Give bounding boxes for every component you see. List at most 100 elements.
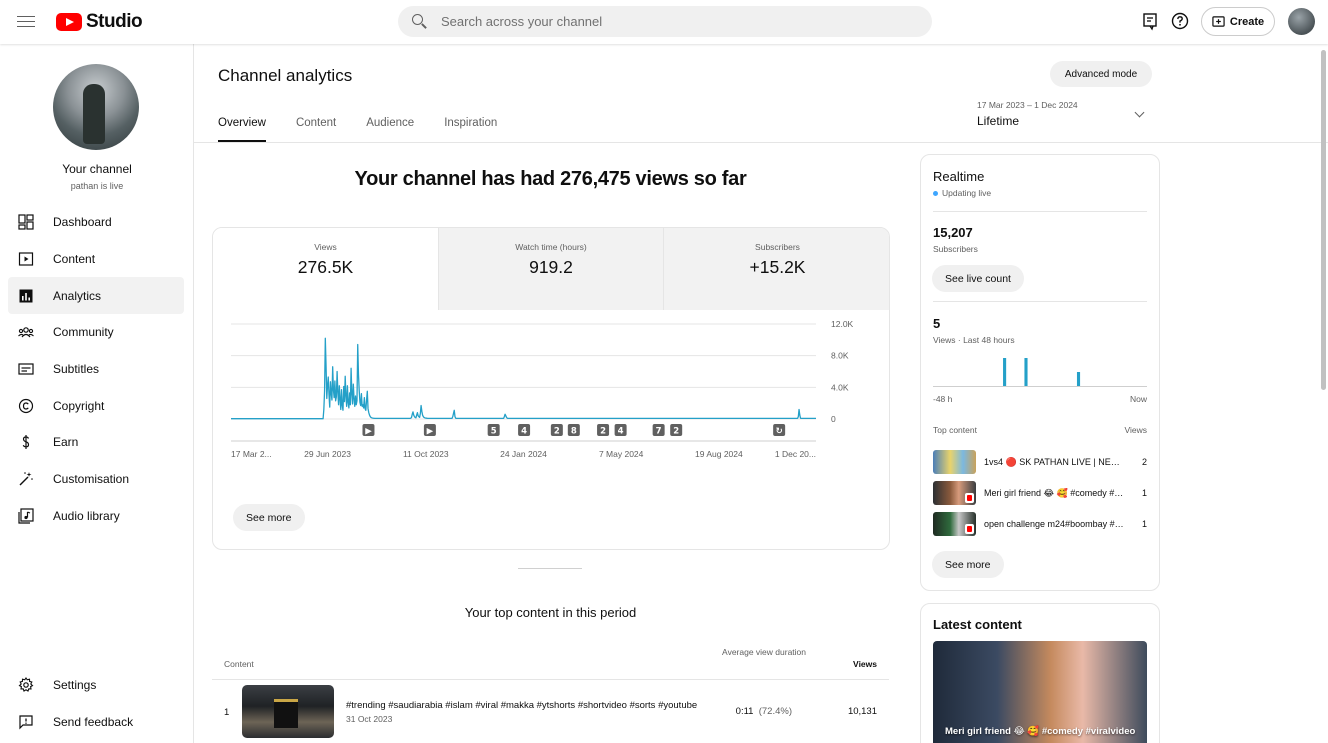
chart-event-marker[interactable]: 2	[550, 424, 563, 437]
account-avatar[interactable]	[1288, 8, 1315, 35]
table-row[interactable]: 1 #trending #saudiarabia #islam #viral #…	[212, 680, 889, 742]
search-icon[interactable]	[412, 14, 427, 29]
marker-label: 4	[618, 427, 624, 437]
marker-label: ▶	[365, 427, 372, 437]
column-header-avd[interactable]: Average view duration	[722, 647, 806, 657]
sidebar-item-customisation[interactable]: Customisation	[8, 461, 184, 498]
analytics-tabs: Overview Content Audience Inspiration	[218, 108, 527, 142]
sidebar-item-label: Copyright	[53, 398, 105, 413]
sidebar-item-analytics[interactable]: Analytics	[8, 277, 184, 315]
latest-content-title: Latest content	[933, 617, 1022, 632]
realtime-bar[interactable]	[1024, 358, 1028, 386]
search-input[interactable]	[441, 14, 901, 29]
see-live-count-button[interactable]: See live count	[932, 265, 1024, 292]
date-range-text: 17 Mar 2023 – 1 Dec 2024	[977, 100, 1078, 110]
sidebar-item-dashboard[interactable]: Dashboard	[8, 204, 184, 241]
chart-event-marker[interactable]: 8	[567, 424, 580, 437]
tab-inspiration[interactable]: Inspiration	[444, 117, 498, 129]
sidebar-item-subtitles[interactable]: Subtitles	[8, 351, 184, 388]
logo-text: Studio	[86, 11, 143, 32]
chart-event-marker[interactable]: ↻	[773, 424, 786, 437]
chart-event-marker[interactable]: ▶	[423, 424, 436, 437]
realtime-bar[interactable]	[1003, 358, 1007, 386]
marker-label: 2	[673, 427, 679, 437]
sidebar-item-label: Audio library	[53, 508, 120, 523]
chart-event-marker[interactable]: 7	[652, 424, 665, 437]
metric-subscribers[interactable]: Subscribers +15.2K	[664, 228, 889, 310]
tab-overview[interactable]: Overview	[218, 108, 266, 142]
sidebar-nav: Dashboard Content Analytics Community Su…	[8, 204, 184, 534]
chart-event-marker[interactable]: 4	[518, 424, 531, 437]
sidebar-item-send-feedback[interactable]: Send feedback	[8, 704, 184, 741]
help-icon[interactable]	[1170, 11, 1190, 31]
tab-content[interactable]: Content	[295, 117, 337, 129]
tab-audience[interactable]: Audience	[366, 117, 415, 129]
video-views: 1	[1141, 519, 1147, 529]
video-title[interactable]: #trending #saudiarabia #islam #viral #ma…	[346, 700, 698, 711]
metric-views[interactable]: Views 276.5K	[213, 228, 439, 310]
create-button[interactable]: Create	[1201, 7, 1275, 36]
video-title: 1vs4 🔴 SK PATHAN LIVE | NEW UPDATE	[984, 457, 1124, 467]
sidebar: Your channel pathan is live Dashboard Co…	[0, 44, 194, 743]
create-label: Create	[1229, 15, 1265, 28]
date-range-picker[interactable]: 17 Mar 2023 – 1 Dec 2024 Lifetime	[977, 100, 1149, 130]
x-tick-label: 24 Jan 2024	[500, 449, 547, 459]
messages-icon[interactable]	[1140, 11, 1160, 31]
studio-logo[interactable]: Studio	[56, 11, 143, 33]
menu-icon[interactable]	[16, 12, 36, 32]
channel-subtitle: pathan is live	[70, 181, 124, 191]
chart-event-marker[interactable]: 5	[487, 424, 500, 437]
realtime-content-item[interactable]: open challenge m24#boombay #viral 1	[933, 512, 1147, 536]
sidebar-item-label: Send feedback	[53, 715, 134, 730]
shorts-icon	[965, 524, 974, 534]
content-icon	[18, 252, 34, 266]
video-thumbnail[interactable]	[242, 685, 334, 738]
y-tick-label: 8.0K	[831, 351, 849, 361]
realtime-bar-chart	[933, 358, 1147, 387]
advanced-mode-button[interactable]: Advanced mode	[1050, 61, 1152, 87]
marker-box	[518, 424, 531, 436]
marker-box	[362, 424, 375, 436]
sidebar-item-community[interactable]: Community	[8, 314, 184, 351]
sidebar-item-label: Dashboard	[53, 215, 112, 230]
sidebar-item-label: Earn	[53, 435, 79, 450]
chart-event-marker[interactable]: 4	[614, 424, 627, 437]
latest-video-thumbnail[interactable]: Meri girl friend 😂 🥰 #comedy #viralvideo	[933, 641, 1147, 743]
marker-box	[597, 424, 610, 436]
see-more-button[interactable]: See more	[233, 504, 305, 531]
realtime-views-label: Views · Last 48 hours	[933, 335, 1015, 345]
earn-icon	[22, 435, 30, 450]
marker-label: 5	[491, 427, 497, 437]
video-thumbnail	[933, 450, 976, 474]
realtime-see-more-button[interactable]: See more	[932, 551, 1004, 578]
realtime-axis-start: -48 h	[933, 394, 953, 404]
chart-event-marker[interactable]: 2	[597, 424, 610, 437]
chart-event-marker[interactable]: 2	[670, 424, 683, 437]
sidebar-item-content[interactable]: Content	[8, 241, 184, 278]
community-icon	[18, 327, 34, 338]
sidebar-item-settings[interactable]: Settings	[8, 667, 184, 704]
realtime-live-status: Updating live	[933, 188, 991, 198]
sidebar-item-label: Subtitles	[53, 362, 100, 377]
sidebar-item-earn[interactable]: Earn	[8, 424, 184, 461]
page-scrollbar[interactable]	[1321, 50, 1326, 390]
realtime-content-item[interactable]: 1vs4 🔴 SK PATHAN LIVE | NEW UPDATE 2	[933, 450, 1147, 474]
marker-label: 4	[521, 427, 527, 437]
x-tick-label: 11 Oct 2023	[403, 449, 449, 459]
sidebar-item-audio-library[interactable]: Audio library	[8, 498, 184, 535]
table-divider	[212, 679, 889, 680]
sidebar-item-copyright[interactable]: Copyright	[8, 387, 184, 424]
channel-avatar[interactable]	[53, 64, 139, 150]
realtime-bar[interactable]	[1076, 372, 1081, 386]
realtime-content-item[interactable]: Meri girl friend 😂 🥰 #comedy #viralvideo…	[933, 481, 1147, 505]
column-header-views[interactable]: Views	[853, 659, 877, 669]
dashboard-icon	[18, 214, 34, 230]
search-bar[interactable]	[398, 6, 932, 37]
channel-title: Your channel	[62, 162, 132, 176]
views-line-chart: 12.0K 8.0K 4.0K 0 ▶ ▶ 5 4 2 8 2 4 7 2 ↻ 17 Mar 2... 29 J…	[231, 319, 854, 459]
metric-watch-time[interactable]: Watch time (hours) 919.2	[439, 228, 664, 310]
chart-event-marker[interactable]: ▶	[362, 424, 375, 437]
views-headline: Your channel has had 276,475 views so fa…	[354, 168, 747, 190]
copyright-icon	[18, 398, 34, 413]
realtime-title: Realtime	[933, 169, 985, 184]
